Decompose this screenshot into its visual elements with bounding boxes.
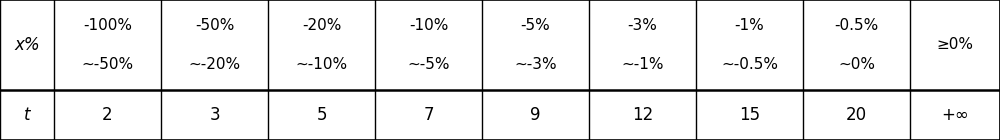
Text: ∼-10%: ∼-10% <box>295 57 348 72</box>
Text: ∼-0.5%: ∼-0.5% <box>721 57 778 72</box>
Text: ∼-1%: ∼-1% <box>621 57 664 72</box>
Text: -20%: -20% <box>302 18 341 33</box>
Text: t: t <box>24 106 30 124</box>
Text: 12: 12 <box>632 106 653 124</box>
Text: 15: 15 <box>739 106 760 124</box>
Text: 3: 3 <box>209 106 220 124</box>
Text: ∼-5%: ∼-5% <box>407 57 450 72</box>
Text: +∞: +∞ <box>941 106 969 124</box>
Text: -0.5%: -0.5% <box>834 18 879 33</box>
Text: 2: 2 <box>102 106 113 124</box>
Text: -100%: -100% <box>83 18 132 33</box>
Text: ≥0%: ≥0% <box>936 37 973 52</box>
Text: x%: x% <box>14 36 40 54</box>
Text: ∼-20%: ∼-20% <box>188 57 241 72</box>
Text: 20: 20 <box>846 106 867 124</box>
Text: 9: 9 <box>530 106 541 124</box>
Text: 7: 7 <box>423 106 434 124</box>
Text: -50%: -50% <box>195 18 234 33</box>
Text: -1%: -1% <box>735 18 764 33</box>
Text: ∼-3%: ∼-3% <box>514 57 557 72</box>
Text: ∼-50%: ∼-50% <box>81 57 134 72</box>
Text: 5: 5 <box>316 106 327 124</box>
Text: -3%: -3% <box>628 18 657 33</box>
Text: -10%: -10% <box>409 18 448 33</box>
Text: ∼0%: ∼0% <box>838 57 875 72</box>
Text: -5%: -5% <box>521 18 550 33</box>
